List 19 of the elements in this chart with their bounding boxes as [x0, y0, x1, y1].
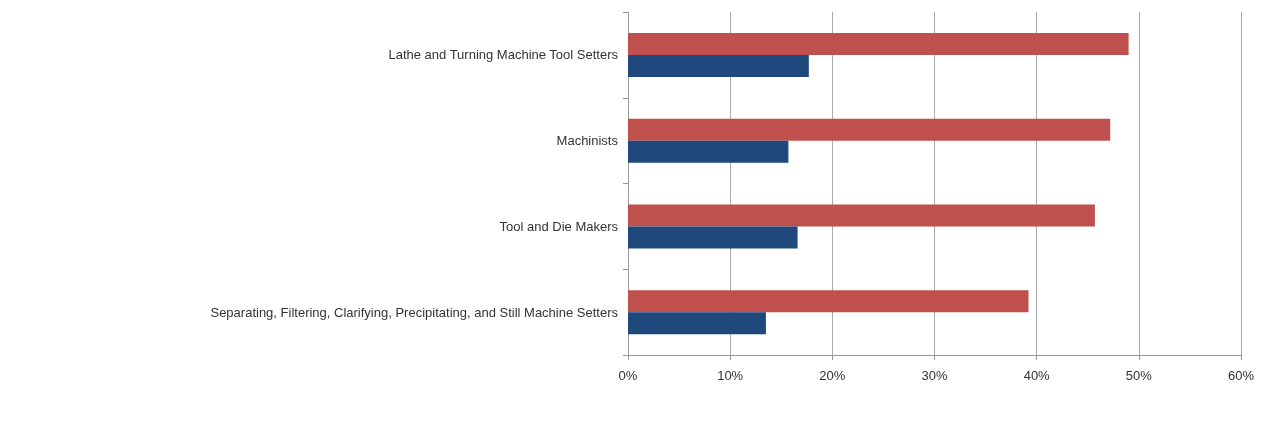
- x-tick-label: 50%: [1125, 368, 1153, 383]
- x-tick-label: 10%: [717, 368, 744, 383]
- y-tick-label: Separating, Filtering, Clarifying, Precipitating, and Still Machine Setters: [210, 304, 619, 320]
- bar: [628, 226, 798, 249]
- x-tick-label: 40%: [1023, 368, 1051, 383]
- bar: [628, 54, 809, 77]
- y-tick-label: Tool and Die Makers: [499, 218, 619, 234]
- bar: [628, 140, 789, 163]
- bar: [628, 290, 1029, 313]
- bar: [628, 312, 766, 335]
- bar: [628, 118, 1111, 141]
- bar: [628, 204, 1095, 227]
- bar: [628, 32, 1129, 55]
- x-tick-label: 30%: [921, 368, 948, 383]
- y-tick-label: Machinists: [556, 133, 619, 149]
- x-tick-label: 60%: [1227, 368, 1255, 383]
- x-tick-label: 0%: [618, 368, 638, 383]
- x-tick-label: 20%: [819, 368, 846, 383]
- y-tick-label: Lathe and Turning Machine Tool Setters: [388, 47, 619, 63]
